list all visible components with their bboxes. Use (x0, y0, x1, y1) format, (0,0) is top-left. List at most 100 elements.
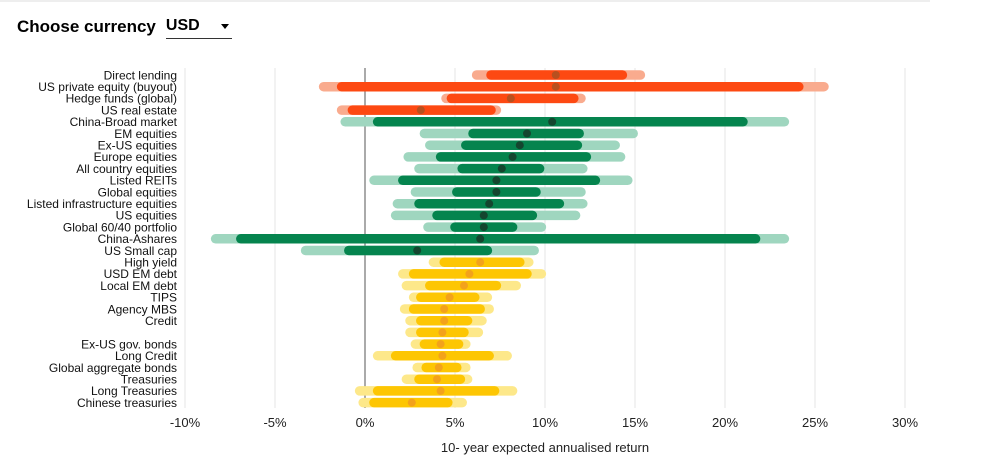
range-row (399, 304, 494, 314)
median-dot (523, 129, 531, 138)
range-row (419, 128, 638, 139)
median-dot (515, 141, 524, 150)
median-dot (548, 117, 557, 126)
range-row (300, 245, 539, 256)
range-row (318, 81, 829, 92)
category-label: US private equity (buyout) (38, 80, 177, 94)
median-dot (434, 363, 443, 372)
range-row (358, 397, 467, 408)
median-dot (497, 164, 506, 173)
range-row (412, 362, 471, 373)
range-row (401, 280, 521, 291)
median-dot (465, 269, 474, 278)
category-label: US real estate (101, 103, 177, 117)
category-label: Global aggregate bonds (49, 361, 177, 375)
currency-value: USD (165, 17, 200, 34)
range-row (390, 210, 581, 221)
category-label: Hedge funds (global) (66, 92, 177, 106)
category-label: EM equities (114, 127, 177, 141)
currency-dropdown[interactable]: USD (165, 14, 232, 39)
category-label: Long Treasuries (91, 384, 177, 398)
range-row (210, 234, 790, 244)
category-label: Credit (145, 314, 178, 328)
range-row (403, 152, 626, 162)
category-label: China-Broad market (70, 115, 178, 129)
range-row (425, 140, 620, 150)
category-label: Ex-US gov. bonds (81, 337, 177, 351)
category-label: High yield (124, 256, 177, 270)
category-label: US Small cap (104, 244, 177, 258)
category-label: TIPS (150, 291, 177, 305)
range-row (441, 93, 586, 104)
currency-label: Choose currency (17, 16, 156, 36)
median-dot (479, 211, 488, 220)
category-label: Global 60/40 portfolio (63, 220, 177, 234)
category-label: Treasuries (121, 373, 177, 387)
category-label: Europe equities (94, 150, 177, 164)
range-row (410, 187, 586, 197)
median-dot (436, 386, 445, 395)
category-label: Chinese treasuries (77, 396, 177, 410)
median-dot (416, 106, 425, 115)
x-tick-label: -5% (263, 415, 287, 430)
top-divider (0, 0, 930, 2)
category-label: Direct lending (104, 68, 177, 82)
category-label: USD EM debt (104, 267, 178, 281)
chevron-down-icon (220, 23, 229, 29)
range-row (401, 374, 473, 384)
category-label: Agency MBS (108, 302, 177, 316)
median-dot (438, 328, 447, 337)
median-dot (508, 152, 517, 161)
range-row (405, 315, 487, 326)
range-row (354, 386, 518, 396)
category-label: Local EM debt (100, 279, 177, 293)
x-axis-title: 10- year expected annualised return (441, 440, 649, 455)
median-dot (440, 316, 449, 325)
median-dot (433, 375, 441, 384)
median-dot (476, 258, 485, 267)
category-label: Listed REITs (110, 174, 177, 188)
category-label: Listed infrastructure equities (27, 197, 177, 211)
range-row (408, 292, 493, 303)
median-dot (476, 234, 485, 243)
x-tick-labels: -10% -5% 0% 5% 10% 15% 20% 25% 30% (170, 415, 919, 430)
range-row (392, 198, 588, 209)
x-tick-label: 20% (712, 415, 738, 430)
median-dot (492, 176, 501, 185)
x-tick-label: -10% (170, 415, 201, 430)
range-row (340, 117, 790, 127)
range-row (410, 339, 471, 349)
median-dot (413, 246, 422, 255)
range-row (398, 269, 547, 279)
x-tick-label: 0% (356, 415, 375, 430)
range-row (405, 327, 484, 338)
median-dot (440, 305, 449, 313)
currency-selector-group: Choose currency USD (17, 14, 232, 39)
range-row (423, 222, 547, 232)
range-row (414, 163, 588, 174)
category-label: Global equities (98, 185, 177, 199)
median-dot (445, 293, 454, 302)
median-dot (407, 398, 416, 407)
median-dot (492, 188, 501, 196)
range-row (369, 175, 633, 186)
category-label: All country equities (76, 162, 177, 176)
x-tick-label: 5% (446, 415, 465, 430)
category-label: China-Ashares (98, 232, 177, 246)
median-dot (551, 71, 560, 79)
median-dot (438, 351, 447, 360)
median-dot (551, 82, 560, 91)
x-tick-label: 10% (532, 415, 558, 430)
median-dot (485, 199, 494, 208)
median-dot (460, 281, 468, 290)
range-row (372, 351, 512, 361)
median-dot (436, 340, 445, 349)
bars-layer (210, 70, 829, 408)
range-row (471, 70, 646, 80)
x-tick-label: 30% (892, 415, 918, 430)
range-row (428, 257, 534, 267)
category-label: Ex-US equities (98, 139, 177, 153)
range-row (336, 105, 502, 115)
